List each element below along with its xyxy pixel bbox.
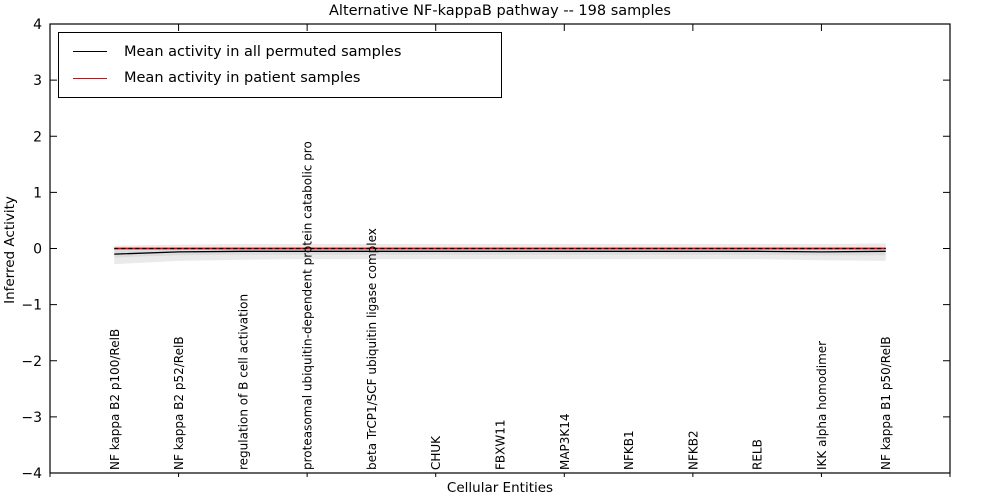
band-permuted-spread-inner — [114, 247, 886, 258]
legend-line-sample-red — [73, 77, 107, 79]
legend-entry-patient: Mean activity in patient samples — [73, 70, 501, 86]
x-category-label: proteasomal ubiquitin-dependent protein … — [301, 141, 315, 470]
x-category-label: beta TrCP1/SCF ubiquitin ligase complex — [365, 228, 379, 470]
x-category-label: NF kappa B2 p100/RelB — [108, 329, 122, 470]
y-tick-label: −4 — [21, 466, 42, 482]
y-tick-label: 0 — [33, 242, 42, 258]
legend-label: Mean activity in patient samples — [124, 70, 361, 87]
x-category-label: NF kappa B1 p50/RelB — [879, 336, 893, 470]
chart-title: Alternative NF-kappaB pathway -- 198 sam… — [329, 3, 671, 19]
x-category-label: regulation of B cell activation — [236, 294, 250, 470]
x-category-label: NFKB1 — [622, 430, 636, 470]
legend-label: Mean activity in all permuted samples — [124, 43, 402, 60]
y-tick-label: −1 — [21, 298, 42, 314]
y-tick-label: −3 — [21, 410, 42, 426]
x-category-label: IKK alpha homodimer — [815, 341, 829, 470]
y-tick-label: 2 — [33, 129, 42, 145]
legend-entry-permuted: Mean activity in all permuted samples — [73, 44, 501, 60]
legend-box: Mean activity in all permuted samples Me… — [58, 32, 502, 98]
x-category-label: CHUK — [429, 435, 443, 470]
y-tick-label: 3 — [33, 73, 42, 89]
x-category-label: FBXW11 — [494, 420, 508, 471]
x-category-label: NF kappa B2 p52/RelB — [172, 336, 186, 470]
x-category-label: RELB — [751, 439, 765, 470]
x-axis-title: Cellular Entities — [446, 480, 554, 496]
y-tick-label: 1 — [33, 185, 42, 201]
y-axis-title: Inferred Activity — [2, 196, 18, 304]
series-mean-activity-in-all-permuted-samples — [114, 250, 886, 255]
x-category-label: NFKB2 — [686, 430, 700, 470]
y-tick-label: −2 — [21, 354, 42, 370]
x-category-label: MAP3K14 — [558, 413, 572, 470]
legend-line-sample-black — [73, 51, 107, 53]
y-tick-label: 4 — [33, 17, 42, 33]
